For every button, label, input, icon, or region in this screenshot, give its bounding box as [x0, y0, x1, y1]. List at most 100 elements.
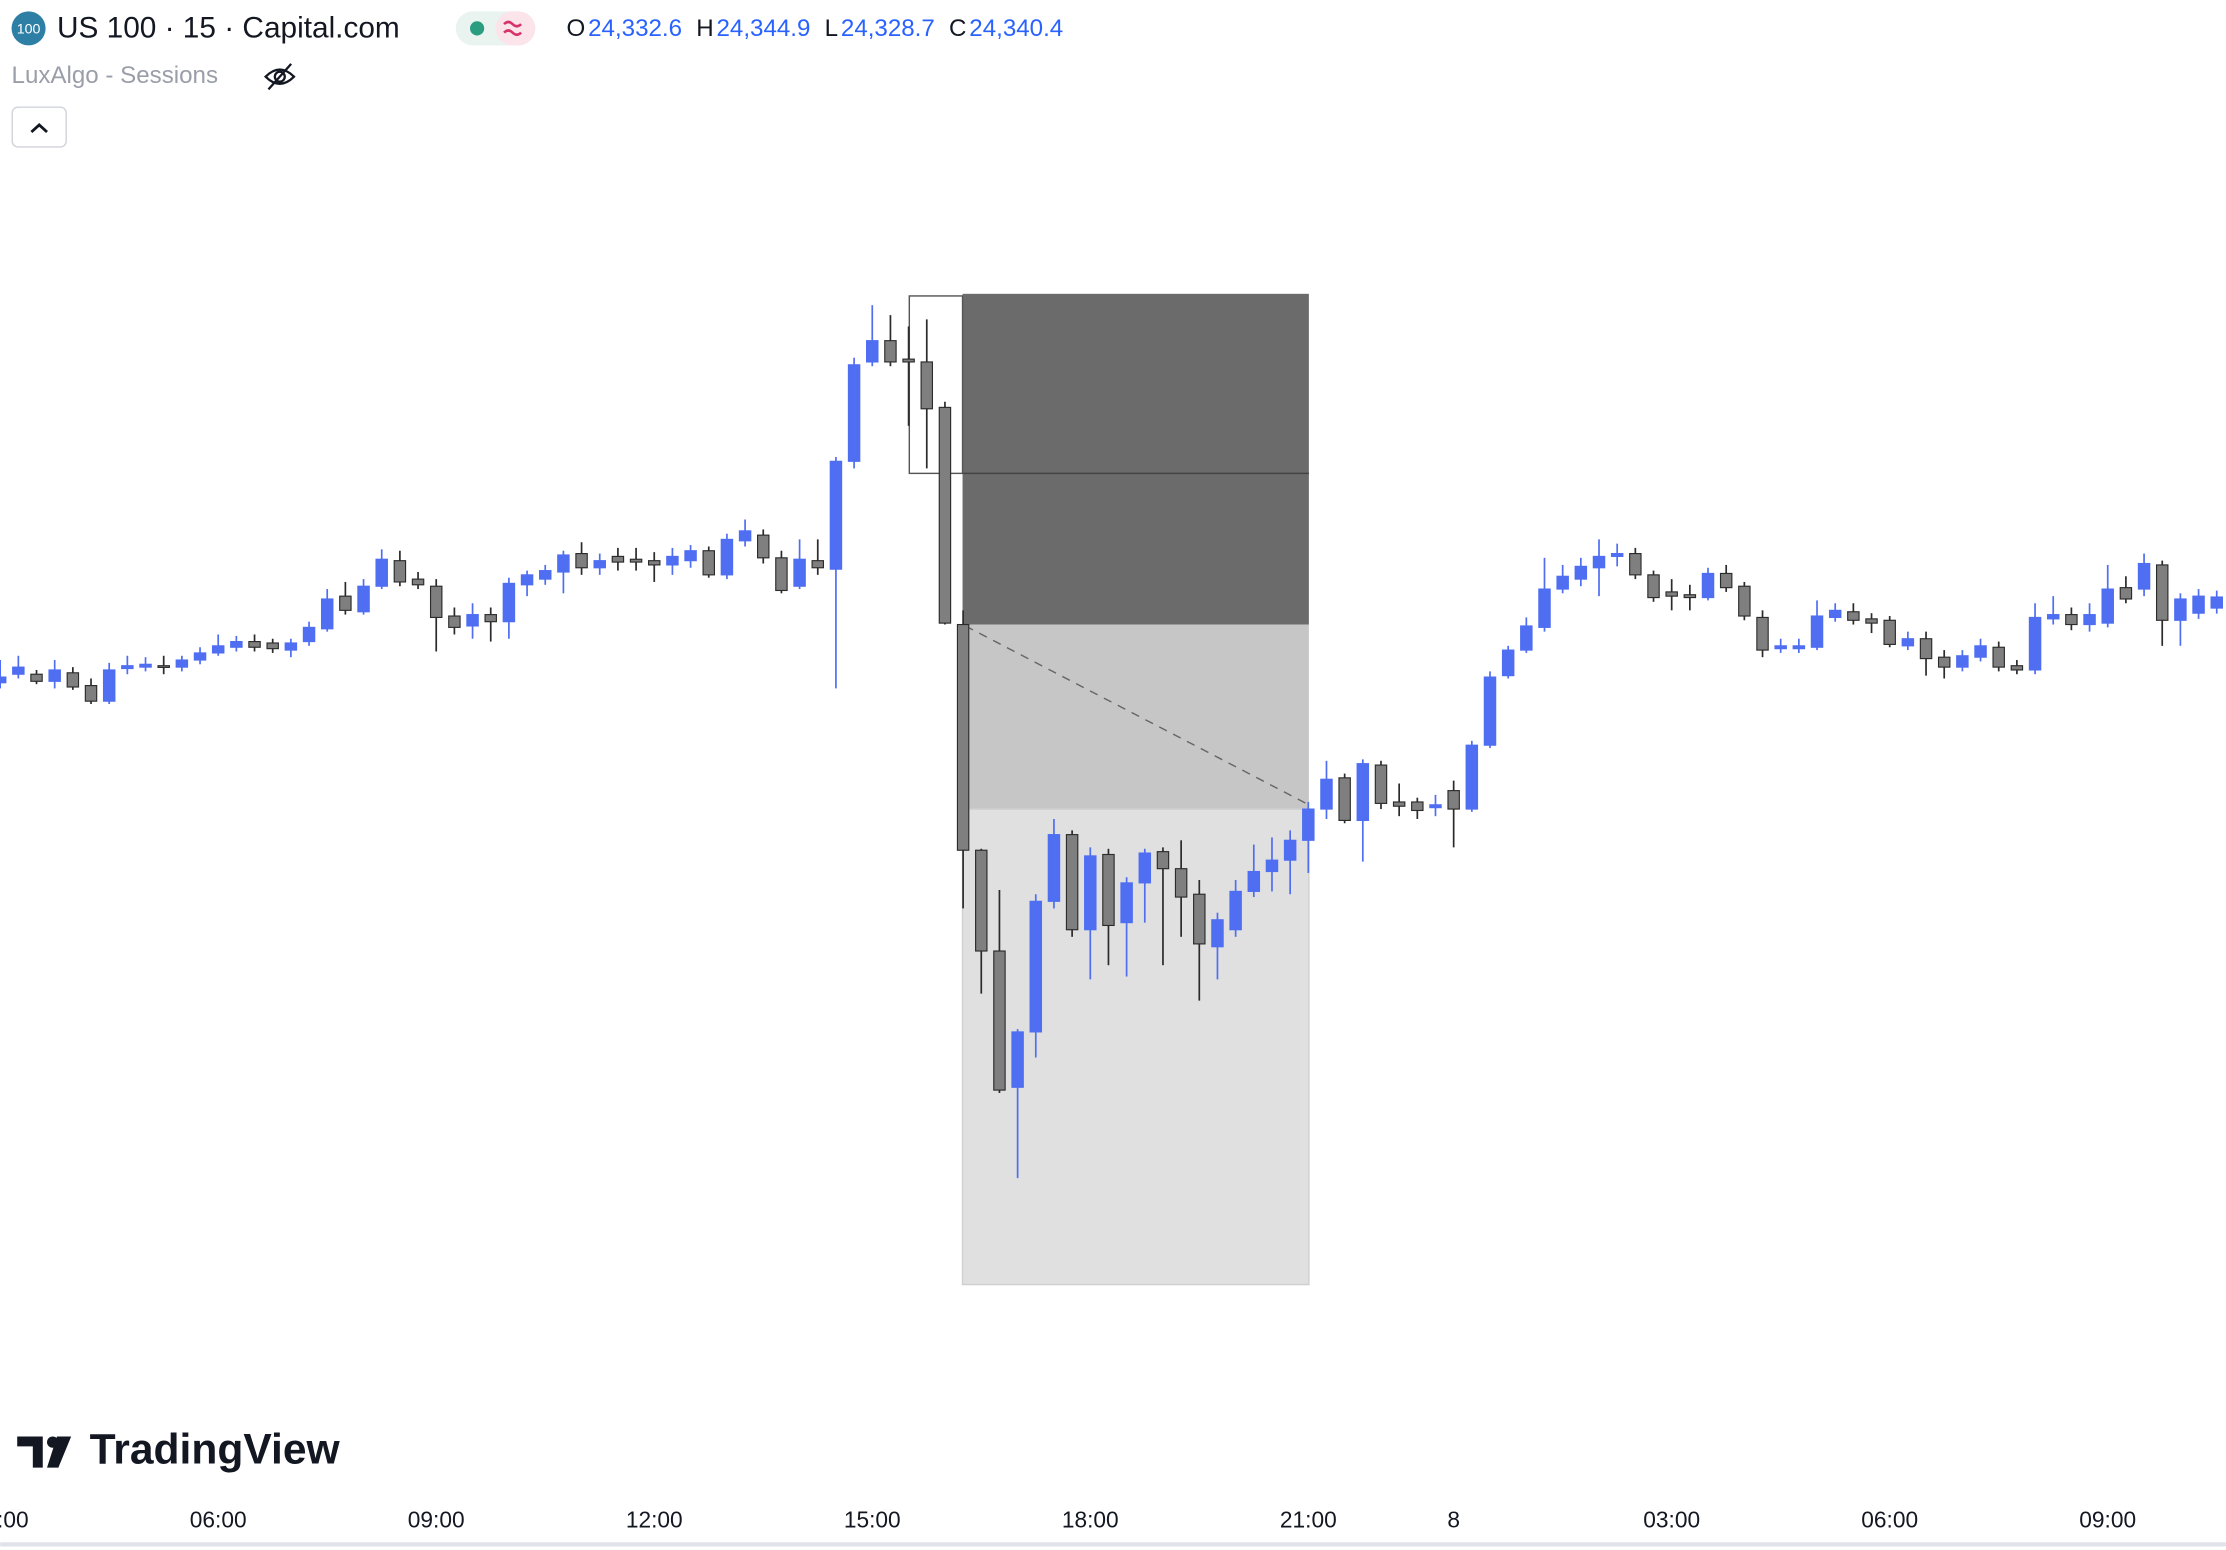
- x-tick-label: 09:00: [408, 1507, 465, 1533]
- candle-body: [157, 665, 170, 668]
- candle-body: [1610, 553, 1624, 557]
- candle-body: [2155, 564, 2169, 621]
- delay-icon: [503, 20, 523, 37]
- candle-body: [1374, 764, 1388, 804]
- candle-body: [829, 460, 843, 570]
- candle-body: [1647, 574, 1660, 599]
- candle-body: [12, 666, 25, 675]
- candle-body: [975, 849, 988, 952]
- candle-body: [266, 642, 279, 650]
- candle-body: [1556, 575, 1569, 590]
- ohlc-label: C: [949, 15, 966, 42]
- candle-body: [30, 673, 43, 682]
- x-tick-label: 15:00: [844, 1507, 901, 1533]
- hidden-eye-icon[interactable]: [264, 63, 296, 91]
- watermark-text: TradingView: [90, 1425, 341, 1473]
- watermark: TradingView: [17, 1425, 341, 1473]
- ohlc-value: 24,340.4: [969, 15, 1063, 42]
- candle-body: [847, 364, 861, 462]
- candle-body: [1738, 585, 1751, 617]
- candle-body: [702, 550, 715, 576]
- candle-body: [1974, 645, 1987, 658]
- candle-body: [2174, 598, 2187, 621]
- candle-body: [1283, 839, 1297, 861]
- candle-body: [1883, 619, 1896, 645]
- candle-body: [1629, 553, 1642, 576]
- candle-body: [175, 659, 189, 668]
- candle-body: [1520, 625, 1533, 651]
- candle-body: [575, 553, 588, 569]
- candle-body: [1901, 638, 1915, 647]
- ohlc-value: 24,328.7: [841, 15, 935, 42]
- tv-logo: [17, 1436, 72, 1468]
- candle-body: [66, 672, 80, 688]
- candle-body: [2101, 588, 2114, 624]
- candle-body: [2210, 596, 2223, 609]
- candle-body: [1574, 565, 1588, 580]
- candle-body: [647, 560, 661, 566]
- header: 100 US 100 · 15 · Capital.com O 24,332.6 H…: [11, 11, 1064, 148]
- candle-body: [1465, 744, 1479, 810]
- candle-body: [1992, 646, 2005, 668]
- candle-body: [1847, 611, 1860, 621]
- candle-body: [357, 585, 370, 613]
- status-pill-right: [495, 11, 536, 46]
- candle-body: [1011, 1031, 1024, 1088]
- x-tick-label: 18:00: [1062, 1507, 1119, 1533]
- candle-body: [775, 557, 788, 592]
- candle-body: [1247, 870, 1261, 892]
- candle-body: [611, 555, 625, 563]
- candle-body: [2028, 616, 2042, 671]
- candle-body: [1392, 801, 1406, 807]
- candle-body: [339, 595, 352, 611]
- candle-body: [302, 626, 316, 643]
- candle-body: [1683, 594, 1697, 599]
- x-axis: 03:00 06:00 09:00 12:00 15:00 18:00 21:00 8 03:0…: [0, 1507, 2136, 1533]
- candle-body: [1538, 588, 1551, 628]
- candle-body: [1592, 555, 1606, 569]
- candle-body: [1265, 859, 1279, 873]
- x-tick-label: 09:00: [2079, 1507, 2136, 1533]
- chevron-up: [30, 122, 48, 134]
- candle-body: [738, 530, 752, 542]
- x-tick-label: 8: [1447, 1507, 1460, 1533]
- ohlc-legend: O 24,332.6 H 24,344.9 L 24,328.7 C 24,340.4: [567, 15, 1064, 42]
- candle-body: [1302, 808, 1315, 841]
- candle-body: [48, 669, 61, 682]
- ohlc-value: 24,332.6: [588, 15, 682, 42]
- candle-body: [629, 558, 643, 563]
- x-tick-label: 06:00: [1861, 1507, 1918, 1533]
- candle-body: [2083, 614, 2096, 626]
- candle-body: [1320, 778, 1333, 810]
- candle-body: [884, 340, 897, 363]
- candle-body: [1411, 801, 1424, 812]
- market-open-dot: [470, 21, 485, 36]
- candle-body: [720, 538, 734, 576]
- candle-body: [593, 560, 606, 569]
- candle-body: [1193, 893, 1206, 945]
- candle-body: [2137, 562, 2151, 590]
- range-box: [908, 295, 964, 475]
- candle-body: [193, 652, 207, 661]
- indicator-name[interactable]: LuxAlgo - Sessions: [12, 62, 219, 89]
- candle-body: [1211, 919, 1224, 948]
- candle-body: [1102, 853, 1115, 927]
- candle-body: [2119, 587, 2133, 600]
- candle-body: [375, 558, 388, 587]
- candle-body: [84, 685, 98, 702]
- entry-zone: [962, 624, 1309, 810]
- candle-body: [1865, 618, 1878, 624]
- candle-body: [1828, 609, 1842, 619]
- collapse-button[interactable]: [11, 106, 67, 148]
- candle-body: [2065, 614, 2078, 626]
- tv-logo-dot: [47, 1436, 59, 1448]
- candle-body: [1065, 834, 1079, 931]
- candle-body: [1665, 591, 1678, 597]
- candle-body: [1774, 645, 1787, 650]
- candle-body: [411, 578, 425, 586]
- symbol-title[interactable]: US 100 · 15 · Capital.com: [57, 12, 400, 45]
- candle-body: [557, 554, 570, 573]
- candle-body: [102, 669, 116, 702]
- candle-body: [866, 340, 879, 363]
